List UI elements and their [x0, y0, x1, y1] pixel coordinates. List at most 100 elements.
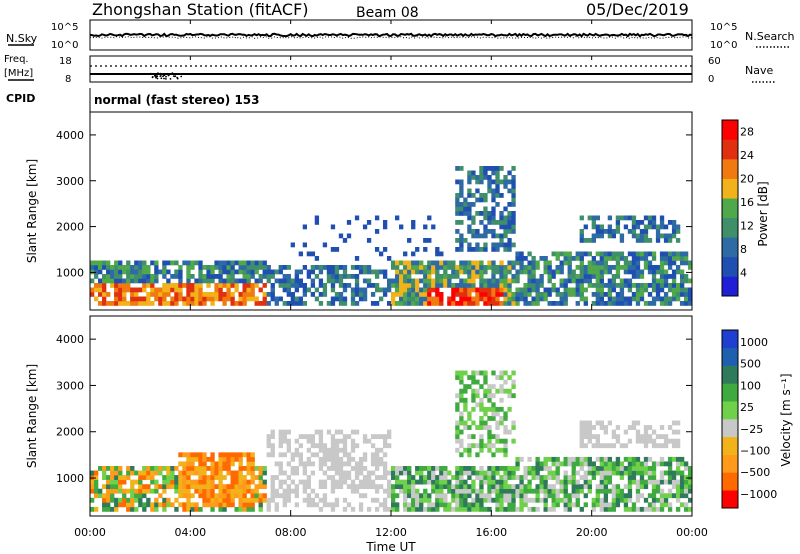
power-colorbar-label: Power [dB]: [756, 181, 770, 246]
velocity-cell: [571, 484, 576, 490]
velocity-cell: [198, 456, 203, 462]
power-cell: [535, 287, 540, 293]
velocity-cell: [687, 475, 693, 480]
power-cell: [651, 287, 657, 293]
velocity-cell: [503, 447, 508, 453]
velocity-cell: [619, 475, 625, 480]
power-cell: [114, 274, 119, 279]
velocity-cell: [459, 420, 464, 426]
velocity-cell: [298, 452, 303, 458]
velocity-cell: [511, 488, 516, 494]
power-cell: [603, 301, 609, 306]
velocity-cell: [386, 429, 392, 435]
nave-label: Nave: [745, 64, 773, 77]
velocity-cell: [571, 488, 576, 494]
nsearch-tick-high: 10^5: [710, 22, 737, 33]
power-cell: [186, 296, 191, 302]
power-cell: [342, 238, 348, 243]
velocity-cell: [459, 475, 464, 480]
power-cell: [282, 287, 287, 293]
power-cell: [515, 278, 520, 284]
power-cell: [555, 251, 560, 257]
velocity-cell: [210, 497, 215, 503]
power-cell: [567, 265, 572, 270]
velocity-cell: [366, 475, 372, 480]
velocity-cell: [483, 393, 488, 399]
power-cell: [663, 238, 669, 243]
velocity-cell: [403, 493, 408, 499]
velocity-cell: [495, 406, 500, 412]
velocity-cell: [354, 461, 360, 467]
velocity-cell: [222, 461, 227, 467]
power-cell: [495, 233, 500, 239]
velocity-cell: [150, 479, 155, 485]
velocity-cell: [635, 484, 641, 490]
power-cell: [246, 260, 251, 266]
velocity-cell: [210, 470, 215, 476]
power-cell: [487, 265, 492, 270]
power-cell: [495, 269, 500, 275]
velocity-cell: [382, 452, 388, 458]
velocity-cell: [631, 425, 637, 430]
power-cell: [126, 287, 131, 293]
velocity-cell: [463, 484, 468, 490]
power-cell: [102, 296, 107, 302]
power-cell: [218, 283, 223, 288]
power-cell: [663, 296, 669, 302]
power-cell: [130, 292, 135, 297]
velocity-cell: [306, 479, 312, 485]
power-cell: [246, 287, 251, 293]
power-cell: [443, 265, 448, 270]
velocity-cell: [503, 452, 508, 458]
velocity-cell: [182, 475, 187, 480]
velocity-cell: [459, 370, 464, 376]
power-cell: [551, 301, 556, 306]
velocity-cell: [214, 493, 219, 499]
velocity-cell: [455, 497, 460, 503]
power-cell: [655, 229, 661, 234]
power-cell: [579, 292, 584, 297]
velocity-heatmap: [90, 370, 693, 512]
velocity-cell: [310, 488, 316, 494]
power-cell: [551, 274, 556, 279]
velocity-cell: [202, 452, 207, 458]
power-cell: [146, 269, 151, 275]
power-ytick-label: 4000: [56, 129, 84, 142]
velocity-cell: [547, 488, 552, 494]
velocity-cell: [651, 429, 657, 435]
power-cell: [523, 296, 528, 302]
power-cell: [555, 265, 560, 270]
power-cell: [467, 224, 472, 230]
velocity-cell: [150, 466, 155, 471]
power-cell: [483, 265, 488, 270]
power-cell: [587, 260, 592, 266]
velocity-cell: [575, 502, 580, 508]
velocity-cell: [282, 434, 287, 440]
power-cell: [479, 283, 484, 288]
power-cell: [242, 283, 247, 288]
velocity-cell: [374, 461, 380, 467]
power-cell: [230, 265, 235, 270]
power-cell: [507, 278, 512, 284]
velocity-cell: [246, 502, 251, 508]
velocity-cell: [435, 506, 440, 512]
velocity-cell: [531, 506, 536, 512]
power-cell: [399, 292, 404, 297]
power-cell: [515, 256, 520, 261]
power-cell: [138, 265, 143, 270]
velocity-cell: [419, 506, 424, 512]
power-cell: [483, 170, 488, 176]
velocity-cell: [571, 456, 576, 462]
velocity-cell: [206, 479, 211, 485]
power-cell: [463, 238, 468, 243]
velocity-cell: [627, 493, 633, 499]
power-cell: [599, 301, 604, 306]
power-cell: [98, 269, 103, 275]
velocity-cell: [338, 461, 344, 467]
power-cell: [467, 215, 472, 221]
velocity-cell: [567, 479, 572, 485]
velocity-cell: [459, 379, 464, 385]
power-cell: [579, 283, 584, 288]
power-cell: [282, 265, 287, 270]
power-cell: [607, 224, 613, 230]
